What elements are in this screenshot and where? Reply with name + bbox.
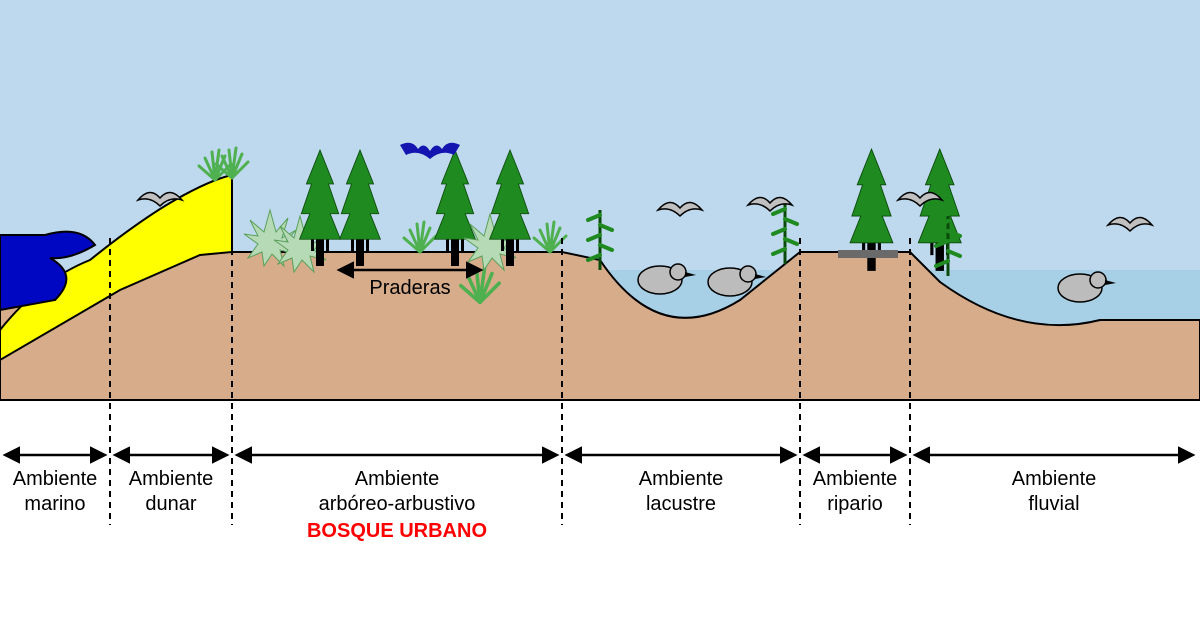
zone-label: Ambiente (813, 468, 898, 490)
ecosystem-cross-section: Praderas Ambiente marino Ambiente dunar Ambi… (0, 0, 1200, 644)
zone-label: Ambiente (129, 468, 214, 490)
zone-label: Ambiente (355, 468, 440, 490)
zone-label: Ambiente (1012, 468, 1097, 490)
riparian-bank (838, 250, 898, 258)
zone-label: dunar (145, 493, 196, 515)
zone-label: Ambiente (639, 468, 724, 490)
zone-sublabel: BOSQUE URBANO (307, 520, 487, 542)
zone-label: Ambiente (13, 468, 98, 490)
zone-label: ripario (827, 493, 883, 515)
zone-label: lacustre (646, 493, 716, 515)
praderas-label: Praderas (369, 277, 450, 299)
zone-label: arbóreo-arbustivo (319, 493, 476, 515)
zone-label: fluvial (1028, 493, 1079, 515)
zone-label: marino (24, 493, 85, 515)
